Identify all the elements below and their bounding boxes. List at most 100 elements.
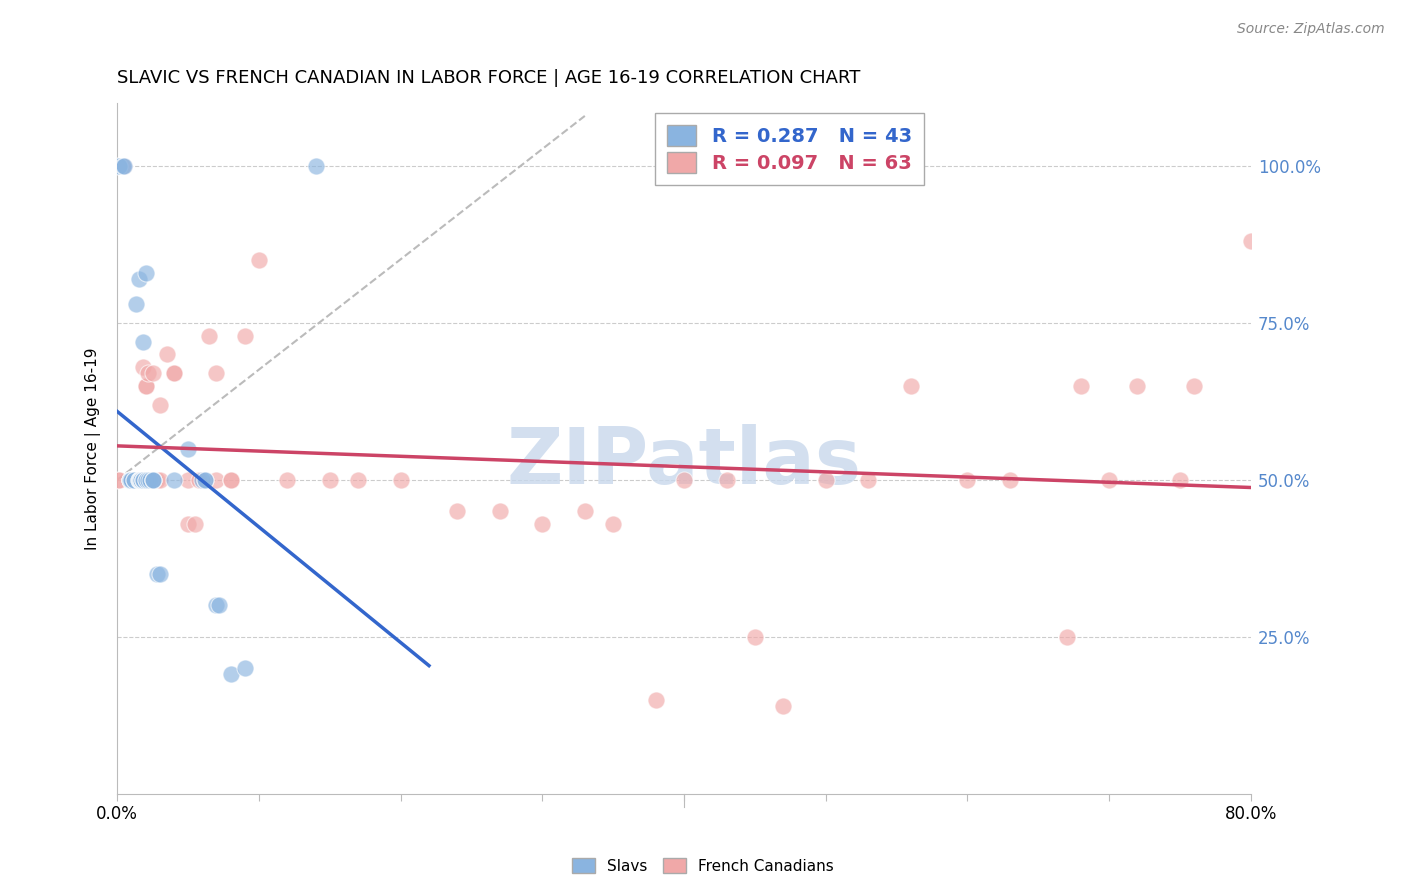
French Canadians [814,473,837,487]
Slavs [129,473,152,487]
Y-axis label: In Labor Force | Age 16-19: In Labor Force | Age 16-19 [86,347,101,549]
French Canadians [219,473,242,487]
Slavs [142,473,165,487]
French Canadians [149,398,172,412]
Slavs [146,567,169,582]
Slavs [129,473,152,487]
Slavs [194,473,217,487]
French Canadians [247,253,270,268]
Slavs [124,473,146,487]
French Canadians [389,473,412,487]
French Canadians [1240,235,1263,249]
Slavs [132,473,155,487]
French Canadians [142,473,165,487]
French Canadians [107,473,129,487]
Slavs [125,297,148,311]
French Canadians [1182,378,1205,392]
Slavs [177,442,200,456]
French Canadians [107,473,129,487]
French Canadians [163,366,186,380]
French Canadians [112,159,135,173]
Slavs [132,473,155,487]
French Canadians [998,473,1021,487]
Text: Source: ZipAtlas.com: Source: ZipAtlas.com [1237,22,1385,37]
French Canadians [128,473,150,487]
French Canadians [128,473,150,487]
French Canadians [129,473,152,487]
French Canadians [146,473,169,487]
Slavs [233,661,256,675]
Slavs [191,473,214,487]
Slavs [118,473,141,487]
Text: ZIPatlas: ZIPatlas [506,425,862,500]
Slavs [135,266,157,280]
French Canadians [1168,473,1191,487]
Slavs [118,473,141,487]
Slavs [107,159,129,173]
Slavs [131,473,153,487]
Slavs [107,159,129,173]
French Canadians [276,473,298,487]
Slavs [111,159,134,173]
French Canadians [716,473,738,487]
French Canadians [142,473,165,487]
French Canadians [531,516,554,531]
French Canadians [124,473,146,487]
French Canadians [132,359,155,374]
Slavs [128,473,150,487]
French Canadians [900,378,922,392]
Slavs [219,667,242,681]
Slavs [118,473,141,487]
French Canadians [233,328,256,343]
French Canadians [488,504,510,518]
Slavs [131,473,153,487]
French Canadians [219,473,242,487]
French Canadians [1056,630,1078,644]
French Canadians [602,516,624,531]
French Canadians [446,504,468,518]
Slavs [142,473,165,487]
French Canadians [127,473,149,487]
Slavs [142,473,165,487]
French Canadians [177,473,200,487]
French Canadians [156,347,179,361]
French Canadians [184,516,207,531]
Slavs [139,473,162,487]
French Canadians [198,328,221,343]
French Canadians [347,473,370,487]
French Canadians [163,366,186,380]
Legend: R = 0.287   N = 43, R = 0.097   N = 63: R = 0.287 N = 43, R = 0.097 N = 63 [655,113,924,185]
Slavs [304,159,326,173]
French Canadians [1070,378,1092,392]
French Canadians [135,378,157,392]
French Canadians [1098,473,1121,487]
French Canadians [956,473,979,487]
Slavs [128,272,150,286]
Slavs [124,473,146,487]
Slavs [138,473,160,487]
Slavs [135,473,157,487]
Slavs [149,567,172,582]
French Canadians [131,473,153,487]
French Canadians [744,630,766,644]
French Canadians [177,516,200,531]
French Canadians [205,473,228,487]
Slavs [205,599,228,613]
Text: SLAVIC VS FRENCH CANADIAN IN LABOR FORCE | AGE 16-19 CORRELATION CHART: SLAVIC VS FRENCH CANADIAN IN LABOR FORCE… [117,69,860,87]
French Canadians [149,473,172,487]
French Canadians [644,692,666,706]
French Canadians [772,698,794,713]
Slavs [120,473,142,487]
French Canadians [118,473,141,487]
French Canadians [319,473,342,487]
Slavs [128,473,150,487]
Slavs [112,159,135,173]
Slavs [135,473,157,487]
French Canadians [205,366,228,380]
French Canadians [139,473,162,487]
French Canadians [142,366,165,380]
Slavs [132,473,155,487]
Slavs [129,473,152,487]
French Canadians [188,473,211,487]
Slavs [132,334,155,349]
